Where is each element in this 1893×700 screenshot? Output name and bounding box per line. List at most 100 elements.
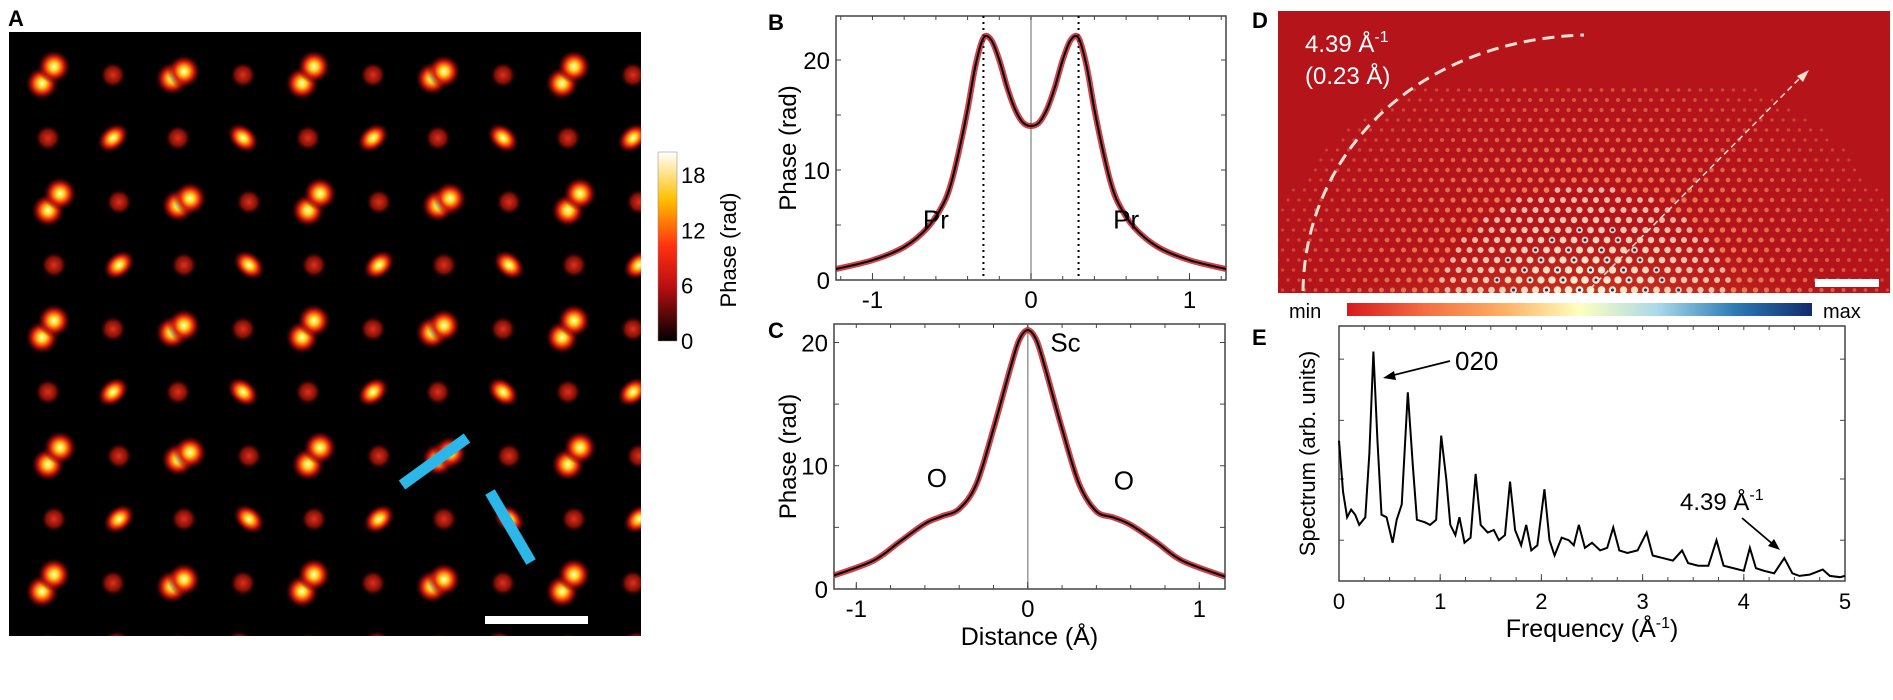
diffraction-spot <box>1483 117 1489 123</box>
atom-spot-dim <box>106 443 132 469</box>
diffraction-spot <box>1483 157 1489 163</box>
diffraction-spot <box>1752 287 1759 293</box>
diffraction-spot <box>1335 188 1340 192</box>
diffraction-spot-core <box>1600 248 1603 252</box>
diffraction-spot <box>1619 286 1628 293</box>
diffraction-spot-core <box>1627 278 1631 282</box>
atom-spot <box>96 376 130 408</box>
diffraction-spot <box>1863 228 1868 232</box>
diffraction-spot <box>1753 108 1758 112</box>
diffraction-spot <box>1665 108 1670 112</box>
diffraction-spot <box>1731 88 1736 92</box>
diffraction-spot <box>1759 98 1763 102</box>
diffraction-spot <box>1445 147 1450 153</box>
diffraction-spot <box>1379 187 1384 193</box>
diffraction-spot <box>1259 288 1262 291</box>
diffraction-spot <box>1858 258 1862 262</box>
diffraction-spot <box>1484 98 1488 102</box>
diffraction-spot <box>1455 267 1462 273</box>
diffraction-spot <box>1582 117 1588 123</box>
diffraction-spot <box>1632 88 1637 92</box>
diffraction-spot <box>1719 207 1726 213</box>
x-tick-label: 0 <box>1333 589 1345 614</box>
diffraction-spot-core <box>1578 288 1581 292</box>
diffraction-spot <box>1625 296 1632 303</box>
diffraction-spot <box>1824 257 1830 263</box>
diffraction-spot <box>1417 197 1423 203</box>
diffraction-spot <box>1280 268 1285 272</box>
diffraction-spot <box>1802 277 1808 283</box>
atom-spot <box>486 122 520 154</box>
diffraction-spot <box>1736 157 1742 163</box>
diffraction-spot <box>1587 167 1594 173</box>
diffraction-spot <box>1400 287 1407 293</box>
diffraction-spot <box>1752 227 1759 233</box>
diffraction-spot <box>1526 296 1533 303</box>
diffraction-spot <box>1586 286 1595 293</box>
diffraction-spot <box>1531 266 1540 274</box>
diffraction-spot <box>1373 277 1379 283</box>
atom-label: O <box>927 463 947 493</box>
diffraction-spot <box>1581 276 1589 284</box>
atom-spot <box>43 430 77 465</box>
diffraction-spot <box>1429 118 1433 122</box>
x-axis-label: Distance (Å) <box>961 621 1099 651</box>
diffraction-spot <box>1687 108 1692 112</box>
diffraction-spot <box>1532 187 1539 193</box>
diffraction-spot <box>1477 227 1484 233</box>
diffraction-spot <box>1308 258 1312 262</box>
atom-spot-dim <box>559 633 577 636</box>
diffraction-spot <box>1781 158 1785 162</box>
radial-arrow <box>1589 72 1806 290</box>
diffraction-spot <box>1278 258 1279 262</box>
diffraction-spot <box>1434 128 1439 132</box>
diffraction-spot <box>1654 147 1659 153</box>
diffraction-spot <box>1549 157 1555 163</box>
diffraction-spot <box>1781 118 1785 122</box>
diffraction-spot <box>1522 88 1527 92</box>
diffraction-spot <box>1533 88 1538 92</box>
diffraction-spot <box>1791 257 1797 263</box>
diffraction-spot <box>1587 226 1594 234</box>
diffraction-spot <box>1830 267 1835 273</box>
diffraction-spot <box>1704 98 1708 102</box>
diffraction-spot <box>1390 227 1395 233</box>
diffraction-spot <box>1504 276 1512 284</box>
diffraction-spot <box>1538 137 1544 143</box>
atom-spot <box>563 176 597 211</box>
diffraction-spot <box>1422 247 1429 253</box>
diffraction-spot <box>1676 108 1681 112</box>
diffraction-spot <box>1588 127 1593 133</box>
diffraction-spot <box>1599 88 1604 92</box>
diffraction-spot <box>1802 257 1808 263</box>
atom-spot-dim <box>230 316 256 342</box>
diffraction-spot <box>1488 246 1495 254</box>
diffraction-spot <box>1581 216 1589 224</box>
diffraction-spot <box>1286 278 1290 282</box>
diffraction-spot <box>1704 118 1708 122</box>
diffraction-spot <box>1462 118 1466 122</box>
diffraction-spot <box>1352 298 1356 302</box>
diffraction-spot <box>1621 107 1626 113</box>
diffraction-spot <box>1477 286 1484 293</box>
diffraction-spot <box>1753 207 1758 213</box>
diffraction-spot <box>1324 148 1329 152</box>
diffraction-spot <box>1742 207 1747 213</box>
diffraction-spot <box>1461 177 1467 183</box>
diffraction-spot-core <box>1550 238 1554 242</box>
diffraction-spot <box>1270 248 1273 251</box>
diffraction-spot <box>1852 188 1857 192</box>
diffraction-spot-core <box>1584 299 1587 302</box>
diffraction-spot <box>1324 208 1329 212</box>
diffraction-spot <box>1808 148 1813 152</box>
diffraction-spot <box>1313 248 1318 252</box>
diffraction-spot <box>1588 107 1593 113</box>
x-tick-label: 2 <box>1535 589 1547 614</box>
diffraction-spot <box>1880 258 1884 262</box>
diffraction-spot <box>1841 208 1846 212</box>
diffraction-spot <box>1692 117 1698 123</box>
diffraction-spot-core <box>1605 258 1609 262</box>
diffraction-spot <box>1521 187 1528 193</box>
diffraction-spot <box>1537 216 1545 224</box>
diffraction-spot <box>1825 218 1829 222</box>
